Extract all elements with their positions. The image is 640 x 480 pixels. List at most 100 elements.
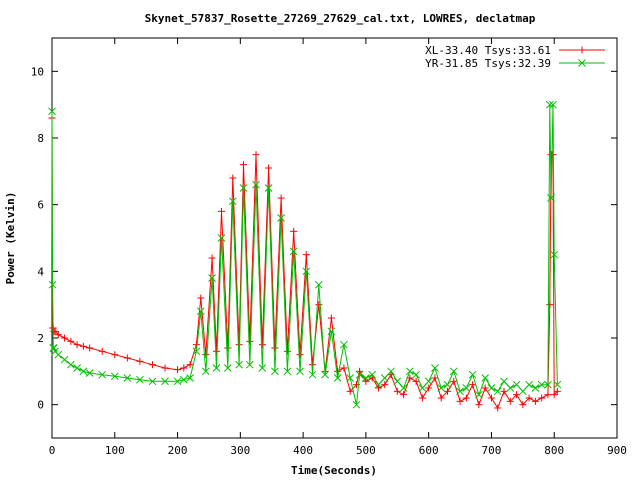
data-point: [374, 384, 382, 392]
data-point: [431, 364, 439, 372]
data-point: [547, 194, 555, 202]
data-point: [180, 364, 188, 372]
x-tick-label: 800: [544, 444, 564, 457]
data-point: [308, 370, 317, 379]
y-axis-label: Power (Kelvin): [4, 192, 17, 285]
data-point: [277, 194, 285, 202]
data-point: [356, 367, 364, 375]
x-tick-label: 300: [230, 444, 250, 457]
data-point: [201, 367, 210, 376]
data-point: [380, 374, 389, 382]
x-tick-label: 700: [482, 444, 502, 457]
data-point: [469, 381, 477, 389]
data-point: [519, 401, 527, 409]
data-point: [79, 342, 87, 350]
data-point: [239, 184, 248, 192]
x-tick-label: 100: [105, 444, 125, 457]
data-point: [192, 347, 201, 356]
data-point: [431, 374, 439, 382]
data-point: [468, 370, 477, 379]
series-group: [48, 100, 562, 412]
data-point: [393, 387, 401, 395]
data-point: [148, 361, 156, 369]
data-point: [346, 387, 354, 395]
data-point: [98, 370, 107, 379]
data-point: [228, 197, 237, 206]
data-point: [387, 367, 395, 376]
data-point: [60, 355, 69, 364]
data-point: [412, 370, 420, 379]
data-point: [374, 380, 383, 389]
data-point: [79, 367, 88, 376]
data-point: [277, 214, 285, 222]
data-point: [550, 250, 559, 259]
data-point: [405, 367, 414, 376]
data-point: [161, 377, 169, 386]
data-point: [545, 100, 554, 109]
data-point: [148, 377, 157, 386]
data-point: [494, 404, 502, 412]
series-1: [48, 100, 562, 409]
data-point: [333, 374, 342, 382]
data-point: [537, 380, 546, 389]
data-point: [235, 360, 243, 369]
data-point: [161, 364, 169, 372]
data-point: [334, 367, 342, 375]
data-point: [400, 391, 408, 399]
series-0: [48, 114, 561, 412]
data-point: [252, 151, 260, 159]
x-tick-label: 900: [607, 444, 627, 457]
data-point: [111, 351, 119, 359]
y-tick-label: 4: [37, 265, 44, 278]
data-point: [412, 377, 420, 385]
data-point: [512, 380, 521, 389]
data-point: [202, 351, 210, 359]
y-tick-label: 0: [37, 399, 44, 412]
data-point: [381, 381, 389, 389]
data-point: [283, 347, 291, 355]
data-point: [136, 357, 144, 365]
series-line: [51, 117, 558, 410]
data-point: [73, 364, 81, 372]
data-point: [314, 280, 323, 289]
chart-title: Skynet_57837_Rosette_27269_27629_cal.txt…: [145, 12, 536, 25]
data-point: [506, 397, 514, 405]
data-point: [136, 375, 144, 384]
data-point: [123, 354, 131, 362]
data-point: [424, 377, 433, 386]
data-point: [224, 344, 232, 352]
data-point: [500, 377, 508, 386]
data-point: [544, 391, 552, 399]
data-point: [553, 387, 561, 395]
x-tick-label: 400: [293, 444, 313, 457]
data-point: [239, 161, 247, 169]
data-point: [218, 207, 225, 215]
data-point: [450, 377, 458, 385]
plot-frame: [51, 37, 618, 439]
data-point: [48, 280, 57, 289]
legend-label: XL-33.40 Tsys:33.61: [425, 44, 551, 57]
data-point: [315, 301, 323, 309]
data-point: [86, 344, 94, 352]
data-point: [85, 369, 94, 377]
data-point: [196, 307, 205, 316]
data-point: [340, 364, 348, 372]
data-point: [54, 350, 63, 359]
data-point: [327, 314, 335, 322]
data-point: [546, 301, 554, 309]
data-point: [173, 377, 182, 386]
data-point: [98, 347, 106, 355]
data-point: [487, 384, 496, 392]
data-point: [179, 375, 188, 384]
data-point: [271, 367, 279, 376]
x-tick-label: 500: [356, 444, 376, 457]
data-point: [246, 337, 254, 345]
legend-label: YR-31.85 Tsys:32.39: [425, 57, 551, 70]
data-point: [393, 377, 402, 386]
data-point: [258, 364, 267, 372]
data-point: [229, 174, 237, 182]
data-point: [289, 247, 298, 256]
